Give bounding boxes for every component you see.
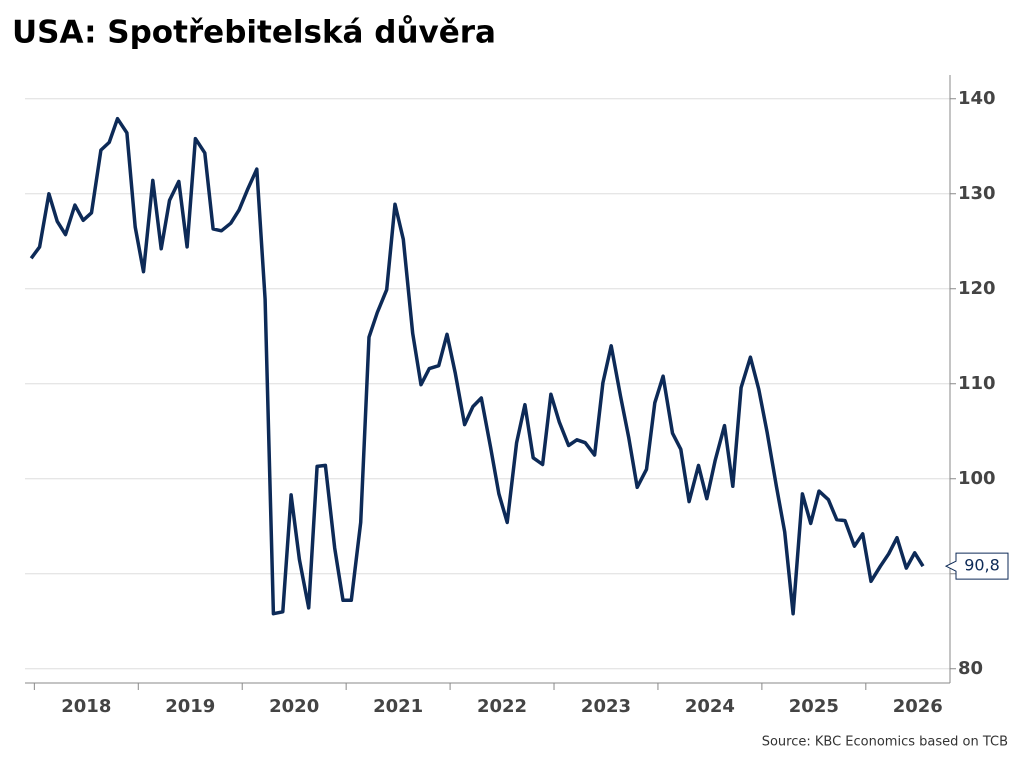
y-tick-label: 140 [958,88,996,109]
x-tick-label: 2023 [581,696,631,717]
source: Source: KBC Economics based on TCB [762,735,1008,750]
chart-title: USA: Spotřebitelská důvěra [12,15,496,51]
y-tick-label: 80 [958,658,983,679]
y-tick-label: 100 [958,468,996,489]
x-tick-label: 2022 [477,696,527,717]
line [29,116,925,616]
x-tick-label: 2021 [373,696,423,717]
y-tick-label: 130 [958,183,996,204]
y-tick-label: 120 [958,278,996,299]
x-tick-label: 2018 [61,696,111,717]
x-tick-label: 2026 [893,696,943,717]
y-tick-label: 110 [958,373,996,394]
x-tick-label: 2019 [165,696,215,717]
value-callout [944,552,1009,580]
x-tick-label: 2020 [269,696,319,717]
x-tick-label: 2025 [789,696,839,717]
value-label: 90,8 [964,556,1000,575]
x-tick-label: 2024 [685,696,735,717]
